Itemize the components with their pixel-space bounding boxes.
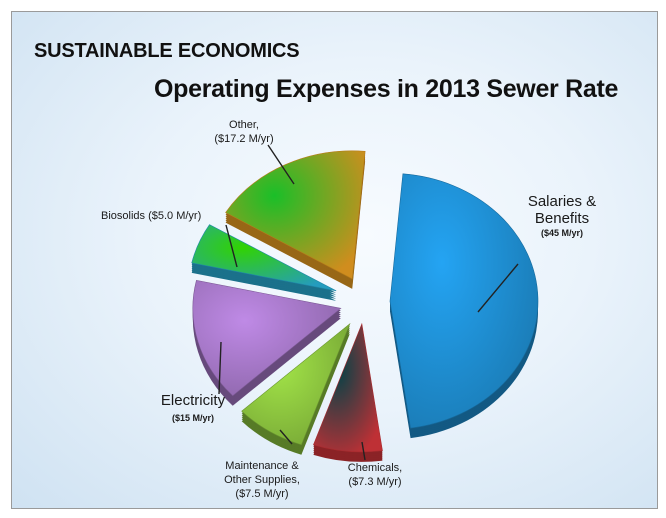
leader-line	[267, 144, 295, 185]
leader-line	[477, 263, 519, 313]
leader-line	[225, 224, 238, 268]
slice-label-text: Salaries &	[528, 193, 596, 210]
slice-label-text: Electricity	[161, 392, 226, 409]
slice-value-label: ($15 M/yr)	[172, 413, 214, 423]
pie-chart: Salaries &Benefits($45 M/yr) Chemicals, ($…	[101, 119, 596, 500]
header-label: SUSTAINABLE ECONOMICS	[34, 40, 300, 62]
slide: SUSTAINABLE ECONOMICS Operating Expenses…	[11, 11, 658, 509]
slice-value-label: ($7.3 M/yr)	[348, 476, 401, 488]
slice-value-label: ($17.2 M/yr)	[214, 133, 273, 145]
slice-label-text: Biosolids ($5.0 M/yr)	[101, 210, 201, 222]
slice-label-text: Other Supplies,	[224, 474, 300, 486]
slice-label-text: Maintenance &	[225, 460, 299, 472]
slice-value-label: ($45 M/yr)	[541, 228, 583, 238]
pie-slice	[192, 280, 342, 397]
pie-slice	[389, 173, 539, 429]
slice-label-text: Benefits	[535, 210, 589, 227]
pie-slice	[225, 150, 366, 280]
leader-line	[361, 441, 366, 461]
leader-line	[279, 429, 293, 445]
page-title: Operating Expenses in 2013 Sewer Rate	[154, 75, 619, 103]
slice-value-label: ($7.5 M/yr)	[235, 488, 288, 500]
leader-line	[218, 341, 222, 395]
pie-slice	[241, 322, 351, 446]
slice-label: Chemicals, ($7.3 M/yr)	[348, 441, 402, 488]
slice-label: Electricity ($15 M/yr)	[161, 341, 226, 423]
slice-label: Other, ($17.2 M/yr)	[214, 119, 295, 185]
slice-label: Maintenance & Other Supplies, ($7.5 M/yr)	[224, 429, 300, 500]
slice-label: Salaries &Benefits($45 M/yr)	[477, 193, 596, 313]
slice-label: Biosolids ($5.0 M/yr)	[101, 210, 238, 268]
slice-label-text: Chemicals,	[348, 462, 402, 474]
pie-slice	[313, 322, 383, 453]
pie-slice	[191, 224, 337, 292]
slice-label-text: Other,	[229, 119, 259, 131]
